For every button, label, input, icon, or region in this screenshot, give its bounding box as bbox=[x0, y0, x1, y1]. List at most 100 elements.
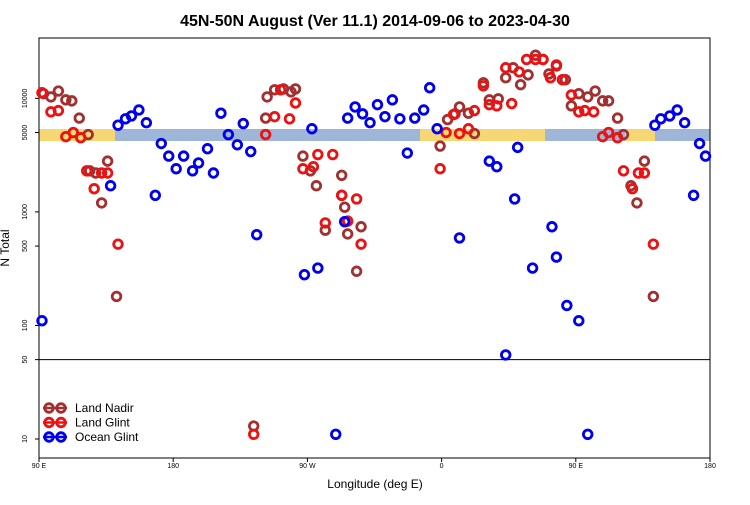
point bbox=[647, 290, 660, 303]
legend-label: Ocean Glint bbox=[75, 430, 139, 444]
point bbox=[582, 91, 594, 103]
legend-marker bbox=[55, 416, 67, 429]
x-tick-label: 90 E bbox=[32, 463, 47, 470]
point bbox=[561, 299, 573, 312]
point bbox=[565, 89, 578, 101]
point bbox=[177, 150, 190, 162]
point bbox=[364, 117, 376, 129]
point bbox=[95, 167, 108, 179]
point bbox=[505, 97, 518, 110]
point bbox=[283, 113, 296, 125]
point bbox=[573, 106, 585, 118]
series bbox=[36, 82, 712, 440]
point bbox=[341, 228, 354, 240]
point bbox=[511, 141, 524, 154]
point bbox=[434, 140, 446, 152]
point bbox=[546, 221, 558, 233]
point bbox=[67, 126, 79, 139]
point bbox=[125, 110, 138, 122]
point bbox=[149, 189, 162, 201]
point bbox=[231, 139, 244, 151]
point bbox=[638, 155, 651, 167]
y-tick-label: 10 bbox=[22, 435, 29, 443]
point bbox=[626, 183, 639, 195]
y-tick-label: 500 bbox=[22, 240, 29, 252]
plot-frame bbox=[38, 37, 711, 459]
point bbox=[312, 148, 324, 161]
point bbox=[526, 262, 539, 274]
point bbox=[453, 101, 466, 113]
point bbox=[274, 84, 287, 96]
point bbox=[341, 112, 354, 124]
point bbox=[418, 104, 430, 116]
point bbox=[298, 268, 311, 281]
point bbox=[338, 215, 351, 228]
point bbox=[587, 106, 600, 118]
point bbox=[491, 100, 503, 112]
point bbox=[453, 232, 466, 244]
point bbox=[289, 97, 302, 109]
point bbox=[259, 128, 272, 141]
point bbox=[500, 62, 512, 74]
point bbox=[259, 112, 272, 124]
point bbox=[638, 167, 651, 179]
point bbox=[101, 155, 114, 167]
point bbox=[401, 147, 414, 159]
point bbox=[207, 167, 220, 179]
point bbox=[394, 113, 406, 125]
point bbox=[52, 104, 65, 117]
point bbox=[60, 94, 72, 106]
point bbox=[440, 126, 452, 139]
point bbox=[201, 143, 214, 155]
point bbox=[310, 180, 323, 192]
point bbox=[261, 91, 273, 103]
legend-marker bbox=[55, 431, 67, 443]
legend-marker bbox=[55, 402, 67, 414]
point bbox=[513, 66, 525, 78]
point bbox=[468, 104, 481, 117]
point bbox=[550, 59, 563, 71]
ocean-band bbox=[115, 129, 420, 141]
x-tick-label: 90 W bbox=[299, 463, 316, 470]
point bbox=[163, 150, 175, 162]
point bbox=[491, 161, 503, 173]
point bbox=[589, 85, 601, 97]
point bbox=[699, 150, 712, 162]
y-tick-label: 1000 bbox=[22, 204, 29, 220]
point bbox=[431, 123, 443, 135]
series bbox=[36, 53, 660, 440]
point bbox=[409, 112, 421, 124]
point bbox=[522, 69, 534, 81]
point bbox=[312, 262, 324, 274]
point bbox=[520, 53, 533, 66]
point bbox=[335, 189, 348, 201]
point bbox=[133, 104, 145, 116]
point bbox=[338, 201, 351, 213]
land-band bbox=[625, 129, 655, 141]
point bbox=[192, 157, 205, 169]
series bbox=[37, 49, 660, 432]
point bbox=[140, 117, 153, 129]
land-ocean-band bbox=[39, 129, 710, 141]
point bbox=[297, 150, 309, 162]
y-tick-label: 50 bbox=[22, 356, 29, 364]
point bbox=[268, 110, 281, 123]
point bbox=[112, 119, 124, 131]
point bbox=[434, 163, 446, 175]
point bbox=[617, 165, 630, 177]
point bbox=[104, 180, 117, 192]
point bbox=[371, 98, 384, 111]
point bbox=[453, 127, 466, 140]
point bbox=[611, 112, 624, 124]
point bbox=[306, 123, 318, 135]
point bbox=[565, 100, 578, 112]
point bbox=[73, 112, 85, 124]
point bbox=[671, 104, 683, 116]
x-tick-label: 180 bbox=[167, 463, 179, 470]
point bbox=[423, 82, 436, 94]
point bbox=[101, 167, 114, 179]
point bbox=[245, 145, 257, 158]
point bbox=[462, 123, 475, 135]
